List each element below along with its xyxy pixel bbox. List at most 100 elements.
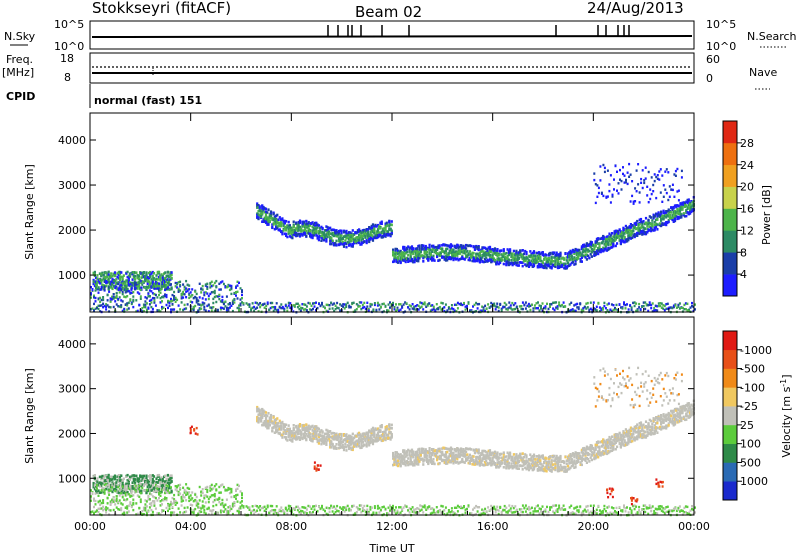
- data-cell: [161, 274, 164, 278]
- data-cell: [399, 463, 402, 467]
- data-cell: [358, 301, 361, 304]
- data-cell: [267, 219, 270, 222]
- data-cell: [275, 225, 278, 228]
- data-cell: [526, 260, 529, 264]
- data-cell: [373, 435, 376, 438]
- data-cell: [485, 256, 488, 259]
- data-cell: [264, 207, 268, 211]
- data-cell: [668, 195, 671, 198]
- data-cell: [387, 436, 390, 440]
- data-cell: [173, 295, 176, 298]
- data-cell: [676, 190, 679, 193]
- data-cell: [344, 239, 347, 242]
- data-cell: [506, 255, 509, 258]
- data-cell: [584, 245, 587, 249]
- data-cell: [609, 246, 612, 249]
- data-cell: [317, 238, 320, 242]
- data-cell: [316, 223, 319, 226]
- data-cell: [298, 304, 301, 307]
- data-cell: [601, 306, 604, 310]
- data-cell: [638, 223, 641, 226]
- data-cell: [168, 275, 171, 278]
- data-cell: [337, 435, 341, 439]
- data-cell: [388, 430, 391, 434]
- data-cell: [339, 243, 342, 246]
- data-cell: [684, 302, 687, 305]
- data-cell: [327, 435, 330, 439]
- data-cell: [521, 254, 524, 258]
- data-cell: [363, 432, 366, 436]
- data-cell: [345, 445, 348, 449]
- data-cell: [358, 437, 361, 440]
- data-cell: [312, 233, 315, 236]
- data-cell: [139, 279, 142, 282]
- data-cell: [564, 305, 567, 308]
- data-cell: [160, 287, 163, 291]
- data-cell: [594, 240, 597, 243]
- data-cell: [265, 304, 268, 308]
- data-cell: [329, 240, 332, 243]
- data-cell: [360, 243, 363, 246]
- data-cell: [449, 246, 453, 250]
- data-cell: [616, 242, 619, 245]
- data-cell: [389, 223, 392, 226]
- data-cell: [375, 437, 378, 440]
- data-cell: [621, 239, 624, 242]
- data-cell: [608, 232, 611, 236]
- data-cell: [665, 213, 668, 217]
- data-cell: [153, 292, 156, 296]
- data-cell: [350, 438, 353, 442]
- data-cell: [448, 257, 451, 260]
- data-cell: [558, 257, 561, 260]
- data-cell: [221, 295, 224, 299]
- data-cell: [443, 243, 446, 247]
- data-cell: [609, 201, 612, 204]
- data-cell: [532, 254, 536, 257]
- data-cell: [365, 431, 368, 435]
- data-cell: [524, 257, 527, 261]
- data-cell: [504, 255, 507, 259]
- data-cell: [129, 283, 132, 286]
- data-cell: [150, 278, 153, 281]
- data-cell: [516, 258, 519, 262]
- data-cell: [349, 243, 352, 246]
- data-cell: [102, 274, 105, 277]
- data-cell: [432, 305, 435, 308]
- data-cell: [346, 437, 349, 440]
- data-cell: [324, 234, 327, 238]
- data-cell: [327, 433, 330, 437]
- data-cell: [609, 238, 612, 242]
- data-cell: [117, 270, 120, 274]
- data-cell: [614, 234, 617, 237]
- data-cell: [647, 218, 650, 222]
- data-cell: [273, 221, 276, 225]
- data-cell: [571, 258, 575, 261]
- data-cell: [345, 242, 348, 246]
- data-cell: [688, 308, 690, 311]
- data-cell: [158, 290, 160, 293]
- data-cell: [481, 309, 484, 312]
- data-cell: [348, 437, 351, 440]
- colorbar-swatch: [723, 186, 737, 209]
- data-cell: [402, 457, 405, 461]
- data-cell: [261, 410, 264, 414]
- data-cell: [629, 173, 632, 176]
- data-cell: [307, 427, 310, 431]
- data-cell: [103, 304, 106, 308]
- data-cell: [392, 253, 395, 257]
- data-cell: [351, 446, 354, 450]
- data-cell: [602, 240, 605, 243]
- data-cell: [133, 286, 136, 289]
- data-cell: [610, 303, 613, 306]
- data-cell: [602, 237, 605, 240]
- data-cell: [521, 257, 524, 260]
- data-cell: [355, 443, 358, 447]
- data-cell: [306, 226, 309, 229]
- data-cell: [107, 277, 110, 281]
- data-cell: [633, 222, 636, 225]
- data-cell: [495, 261, 498, 265]
- data-cell: [398, 254, 401, 257]
- data-cell: [299, 309, 302, 312]
- data-cell: [359, 234, 362, 238]
- data-cell: [448, 249, 451, 253]
